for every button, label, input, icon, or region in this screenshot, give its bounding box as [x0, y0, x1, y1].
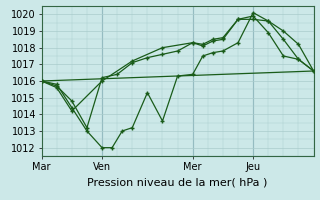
X-axis label: Pression niveau de la mer( hPa ): Pression niveau de la mer( hPa ): [87, 177, 268, 187]
